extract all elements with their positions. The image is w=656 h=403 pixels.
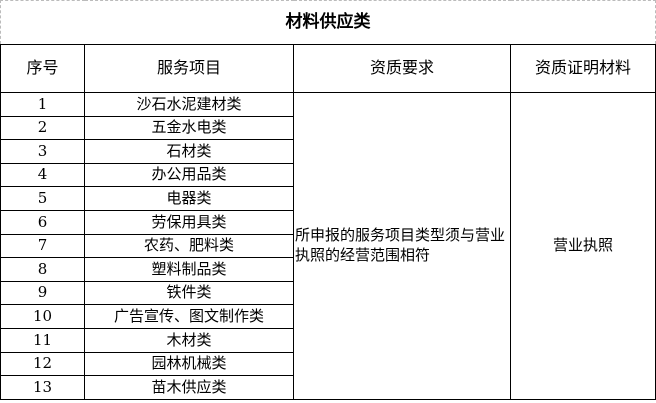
table-row: 1 沙石水泥建材类 所申报的服务项目类型须与营业执照的经营范围相符 营业执照 [0,92,656,400]
row-number: 5 [0,186,85,211]
service-item: 木材类 [84,327,294,353]
table-row: 13 苗木供应类 [0,375,656,400]
column-header: 服务项目 [84,44,294,93]
table-row: 9 铁件类 [0,280,656,306]
service-item: 劳保用具类 [84,209,294,235]
service-item: 塑料制品类 [84,257,294,282]
table-row: 10 广告宣传、图文制作类 [0,304,656,329]
row-number: 4 [0,162,85,188]
row-number: 13 [0,375,85,400]
service-item: 电器类 [84,186,294,211]
service-item: 办公用品类 [84,162,294,188]
table-title: 材料供应类 [0,0,656,45]
table-row: 7 农药、肥料类 [0,233,656,259]
service-item: 五金水电类 [84,115,294,141]
row-number: 11 [0,327,85,353]
table-row: 8 塑料制品类 [0,257,656,282]
service-item: 铁件类 [84,280,294,306]
row-number: 9 [0,280,85,306]
table-row: 12 园林机械类 [0,351,656,377]
row-number: 8 [0,257,85,282]
service-item: 广告宣传、图文制作类 [84,304,294,329]
column-header: 序号 [0,44,85,93]
table-row: 5 电器类 [0,186,656,211]
row-number: 6 [0,209,85,235]
table-row: 4 办公用品类 [0,162,656,188]
service-item: 苗木供应类 [84,375,294,400]
row-number: 10 [0,304,85,329]
row-number: 1 [0,92,85,117]
certificate: 营业执照 [510,92,656,400]
service-item: 农药、肥料类 [84,233,294,259]
table-row: 3 石材类 [0,139,656,164]
service-item: 园林机械类 [84,351,294,377]
row-number: 2 [0,115,85,141]
table-row: 11 木材类 [0,327,656,353]
row-number: 3 [0,139,85,164]
row-number: 7 [0,233,85,259]
row-number: 12 [0,351,85,377]
column-header: 资质证明材料 [510,44,656,93]
service-item: 沙石水泥建材类 [84,92,294,117]
table-row: 6 劳保用具类 [0,209,656,235]
requirement: 所申报的服务项目类型须与营业执照的经营范围相符 [293,92,511,400]
service-item: 石材类 [84,139,294,164]
column-header: 资质要求 [293,44,511,93]
